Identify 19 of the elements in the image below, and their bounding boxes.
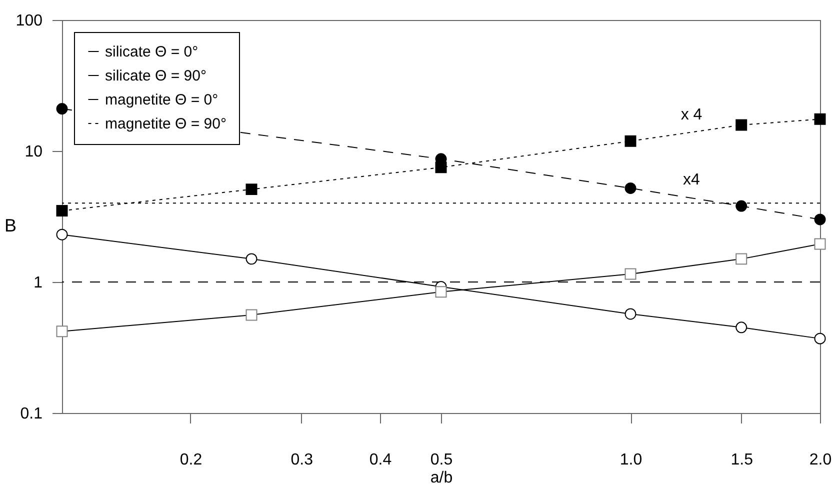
legend-label: magnetite Θ = 0° xyxy=(105,92,218,108)
x-tick-label: 0.5 xyxy=(430,452,453,468)
annotation: x4 xyxy=(683,172,700,189)
y-axis-title: B xyxy=(4,216,17,236)
legend-label: silicate Θ = 0° xyxy=(105,44,198,60)
annotation: x 4 xyxy=(680,106,702,124)
x-tick-label: 0.3 xyxy=(290,452,314,468)
y-tick-label: 0.1 xyxy=(20,406,43,422)
y-tick-label: 100 xyxy=(16,12,43,30)
y-tick-label: 10 xyxy=(24,144,43,160)
legend-label: silicate Θ = 90° xyxy=(105,68,206,84)
x-tick-label: 0.2 xyxy=(180,452,202,468)
x-tick-label: 1.0 xyxy=(620,452,642,468)
x-axis-title: a/b xyxy=(430,470,453,486)
y-tick-label: 1 xyxy=(34,274,43,292)
x-tick-label: 0.4 xyxy=(369,452,392,468)
legend-label: magnetite Θ = 90° xyxy=(105,116,226,132)
x-tick-label: 1.5 xyxy=(730,452,754,468)
x-tick-label: 2.0 xyxy=(809,452,832,468)
